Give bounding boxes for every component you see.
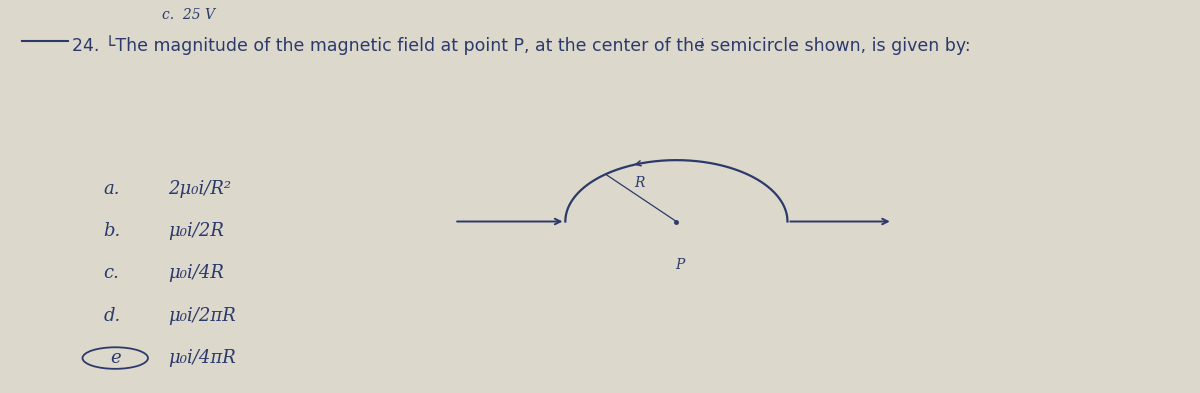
Text: P: P <box>676 258 684 272</box>
Text: 2μ₀i/R²: 2μ₀i/R² <box>168 180 230 198</box>
Text: a.: a. <box>103 180 120 198</box>
Text: 24. └The magnitude of the magnetic field at point P, at the center of the semici: 24. └The magnitude of the magnetic field… <box>72 35 971 55</box>
Text: μ₀i/2πR: μ₀i/2πR <box>168 307 235 325</box>
Text: d.: d. <box>103 307 121 325</box>
Text: i: i <box>698 38 703 51</box>
Text: R: R <box>634 176 644 190</box>
Text: e: e <box>110 349 120 367</box>
Text: μ₀i/4πR: μ₀i/4πR <box>168 349 235 367</box>
Text: b.: b. <box>103 222 121 240</box>
Text: μ₀i/4R: μ₀i/4R <box>168 264 223 283</box>
Text: μ₀i/2R: μ₀i/2R <box>168 222 223 240</box>
Text: c.  25 V: c. 25 V <box>162 8 215 22</box>
Text: c.: c. <box>103 264 120 283</box>
